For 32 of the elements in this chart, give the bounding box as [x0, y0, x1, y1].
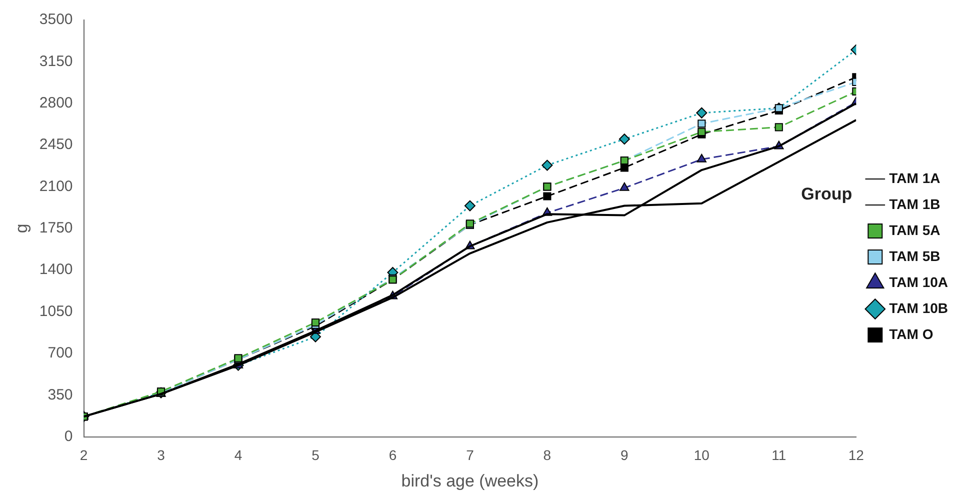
y-tick-label: 2800: [39, 94, 73, 112]
x-tick-label: 9: [620, 447, 629, 464]
y-tick-label: 2100: [39, 178, 73, 195]
x-tick-label: 2: [80, 447, 88, 464]
x-tick-label: 3: [157, 447, 166, 464]
legend-label: TAM 10B: [889, 300, 948, 316]
legend-label: TAM 1A: [889, 170, 940, 186]
legend-label: TAM O: [889, 326, 934, 342]
x-tick-label: 7: [466, 447, 474, 464]
legend-label: TAM 10A: [889, 274, 948, 290]
y-tick-label: 1050: [39, 302, 73, 320]
legend-label: TAM 5B: [889, 248, 940, 264]
x-tick-label: 6: [388, 447, 397, 464]
y-tick-label: 1750: [39, 220, 73, 237]
legend-label: TAM 5A: [889, 222, 940, 238]
y-tick-label: 0: [64, 428, 73, 445]
y-tick-label: 700: [48, 344, 73, 362]
x-tick-label: 12: [848, 447, 864, 464]
annotation: Group: [801, 184, 852, 204]
x-tick-label: 10: [694, 447, 710, 464]
x-tick-label: 8: [543, 447, 552, 464]
x-tick-label: 11: [772, 447, 786, 464]
y-tick-label: 1400: [39, 261, 73, 278]
y-tick-label: 2450: [39, 136, 73, 154]
legend-label: TAM 1B: [889, 196, 940, 212]
y-axis-title: g: [12, 224, 31, 234]
y-tick-label: 3500: [39, 11, 73, 28]
y-tick-label: 350: [48, 386, 73, 404]
x-axis-title: bird's age (weeks): [401, 471, 539, 490]
x-tick-label: 5: [312, 447, 320, 464]
y-tick-label: 3150: [39, 52, 73, 70]
x-tick-label: 4: [234, 447, 242, 464]
